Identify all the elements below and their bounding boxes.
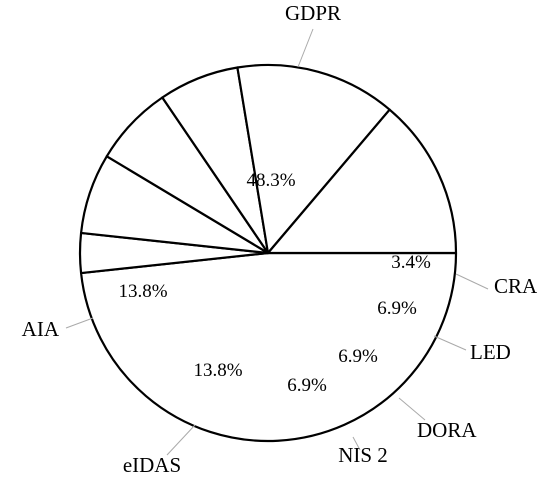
leader-line-eidas [166, 424, 196, 456]
percent-label-eidas: 13.8% [193, 360, 242, 381]
percent-label-cra: 3.4% [391, 252, 431, 273]
leader-lines [65, 28, 489, 456]
percent-label-dora: 6.9% [338, 346, 378, 367]
leader-line-nis-2 [352, 436, 361, 451]
category-label-led: LED [470, 340, 511, 364]
pie-slices [78, 63, 458, 443]
category-label-gdpr: GDPR [285, 1, 341, 25]
percent-label-nis-2: 6.9% [287, 375, 327, 396]
leader-line-led [433, 335, 467, 351]
category-label-eidas: eIDAS [123, 453, 181, 477]
slice-gdpr [79, 251, 458, 443]
category-labels: GDPR CRA LED DORA NIS 2 eIDAS AIA [22, 1, 538, 477]
leader-line-aia [65, 317, 94, 329]
slice-aia [266, 108, 458, 255]
percent-label-aia: 13.8% [118, 281, 167, 302]
percent-label-gdpr: 48.3% [246, 170, 295, 191]
leader-line-dora [398, 397, 426, 421]
category-label-dora: DORA [417, 418, 477, 442]
leader-line-gdpr [297, 28, 314, 68]
slice-eidas [236, 63, 391, 255]
category-label-cra: CRA [494, 274, 538, 298]
percent-labels: 48.3% 3.4% 6.9% 6.9% 6.9% 13.8% 13.8% [118, 170, 431, 396]
category-label-nis-2: NIS 2 [338, 443, 388, 467]
category-label-aia: AIA [22, 317, 60, 341]
leader-line-cra [455, 273, 489, 290]
percent-label-led: 6.9% [377, 298, 417, 319]
